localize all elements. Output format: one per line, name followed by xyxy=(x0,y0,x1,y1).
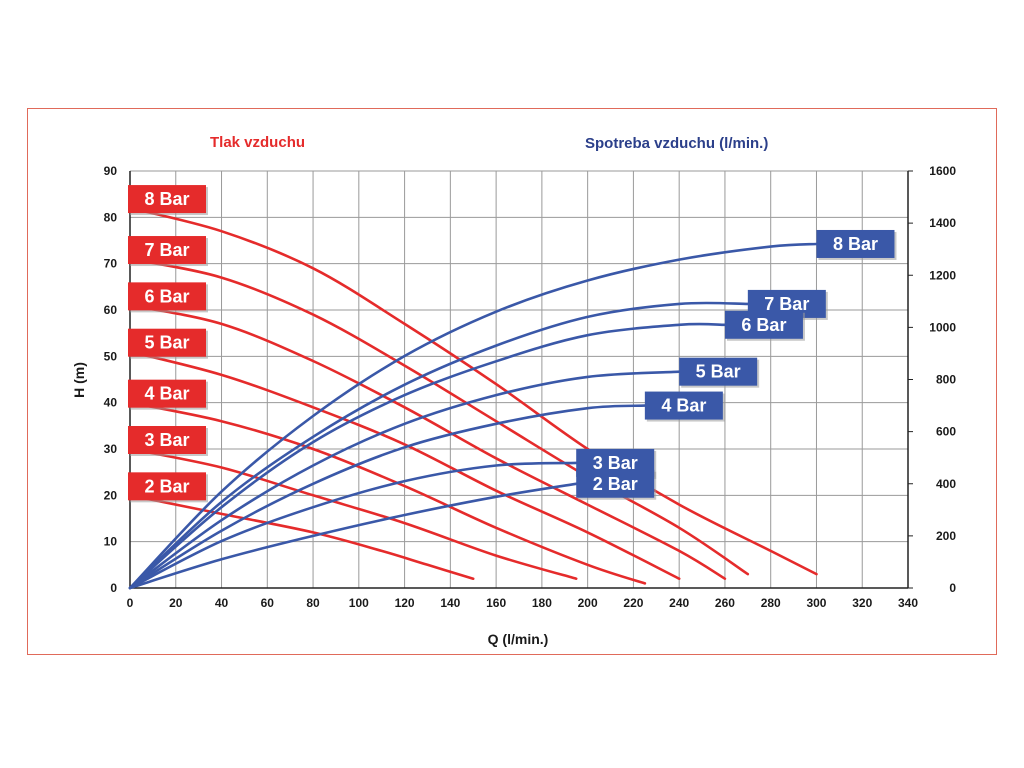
label-box xyxy=(128,185,206,214)
chart-frame xyxy=(27,108,997,655)
label-box xyxy=(724,310,803,339)
label-box xyxy=(128,236,206,265)
label-text: 3 Bar xyxy=(144,430,189,450)
air-consumption-curve xyxy=(128,404,647,590)
y-tick-label: 10 xyxy=(104,535,118,549)
pressure-curve xyxy=(128,447,578,580)
label-text: 2 Bar xyxy=(593,474,638,494)
y-tick-label: 90 xyxy=(104,164,118,178)
x-tick-label: 40 xyxy=(215,596,229,610)
label-text: 2 Bar xyxy=(144,476,189,496)
label-box xyxy=(644,391,723,420)
pressure-curve-label: 8 Bar xyxy=(128,185,208,216)
y2-tick-label: 400 xyxy=(936,477,956,491)
label-box xyxy=(576,469,655,498)
y-tick-label: 70 xyxy=(104,257,118,271)
x-tick-label: 280 xyxy=(761,596,781,610)
x-tick-label: 200 xyxy=(578,596,598,610)
pressure-curve xyxy=(128,206,818,576)
y-tick-label: 60 xyxy=(104,303,118,317)
pressure-curve-label: 3 Bar xyxy=(128,426,208,456)
x-tick-label: 240 xyxy=(669,596,689,610)
y2-tick-label: 1000 xyxy=(929,320,956,334)
y2-tick-label: 200 xyxy=(936,529,956,543)
label-box xyxy=(128,328,206,357)
y-tick-label: 80 xyxy=(104,210,118,224)
air-consumption-curve xyxy=(128,301,750,590)
label-text: 4 Bar xyxy=(661,396,706,416)
x-tick-label: 60 xyxy=(261,596,275,610)
label-text: 8 Bar xyxy=(144,189,189,209)
right-header: Spotreba vzduchu (l/min.) xyxy=(585,135,768,152)
label-text: 4 Bar xyxy=(144,384,189,404)
label-text: 7 Bar xyxy=(144,240,189,260)
pressure-curve-label: 4 Bar xyxy=(128,379,208,410)
y2-tick-label: 1600 xyxy=(929,164,956,178)
x-tick-label: 340 xyxy=(898,596,918,610)
pressure-curve-label: 5 Bar xyxy=(128,328,208,359)
label-text: 6 Bar xyxy=(144,286,189,306)
air-consumption-curve xyxy=(128,461,578,590)
pressure-curve xyxy=(128,304,727,580)
y2-tick-label: 600 xyxy=(936,425,956,439)
air-consumption-curve xyxy=(128,322,727,590)
label-box xyxy=(128,379,206,408)
y-tick-label: 30 xyxy=(104,442,118,456)
pressure-curve-label: 6 Bar xyxy=(128,282,208,313)
label-text: 5 Bar xyxy=(696,362,741,382)
y-tick-label: 20 xyxy=(104,488,118,502)
air-curve-label: 4 Bar xyxy=(644,391,725,422)
pressure-curve-label: 2 Bar xyxy=(128,472,208,503)
x-tick-label: 260 xyxy=(715,596,735,610)
label-box xyxy=(128,282,206,311)
air-consumption-curve xyxy=(128,370,681,590)
label-text: 5 Bar xyxy=(144,333,189,353)
x-tick-label: 320 xyxy=(852,596,872,610)
label-box xyxy=(128,426,206,454)
air-consumption-curve xyxy=(128,482,578,590)
x-tick-label: 80 xyxy=(306,596,320,610)
y-tick-label: 0 xyxy=(110,581,117,595)
y2-tick-label: 1200 xyxy=(929,268,956,282)
label-text: 8 Bar xyxy=(833,234,878,254)
x-tick-label: 140 xyxy=(440,596,460,610)
pressure-curve-label: 7 Bar xyxy=(128,236,208,267)
x-tick-label: 0 xyxy=(127,596,134,610)
x-axis-title: Q (l/min.) xyxy=(488,631,549,647)
x-tick-label: 160 xyxy=(486,596,506,610)
y-axis-title: H (m) xyxy=(71,362,87,398)
x-tick-label: 300 xyxy=(806,596,826,610)
x-axis-ticks: 0 20 40 60 80 100 120 140 160 180 200 220 240 260 280 3… xyxy=(127,596,919,610)
air-consumption-curves xyxy=(128,242,818,590)
x-tick-label: 220 xyxy=(623,596,643,610)
y-tick-label: 40 xyxy=(104,396,118,410)
x-tick-label: 100 xyxy=(349,596,369,610)
label-box xyxy=(816,229,895,258)
x-tick-label: 20 xyxy=(169,596,183,610)
y-axis-ticks: 0 10 20 30 40 50 60 70 80 90 xyxy=(104,164,118,595)
label-box xyxy=(679,357,758,386)
y2-axis-ticks: 0 200 400 600 800 1000 1200 1400 1600 xyxy=(908,164,956,595)
x-tick-label: 180 xyxy=(532,596,552,610)
y-tick-label: 50 xyxy=(104,349,118,363)
air-curve-label: 8 Bar xyxy=(816,229,897,260)
label-box xyxy=(128,472,206,501)
label-text: 6 Bar xyxy=(741,315,786,335)
label-text: 7 Bar xyxy=(764,294,809,314)
label-text: 3 Bar xyxy=(593,453,638,473)
x-tick-label: 120 xyxy=(395,596,415,610)
air-curve-label: 6 Bar xyxy=(724,310,805,341)
air-curve-label: 5 Bar xyxy=(679,357,760,388)
y2-tick-label: 800 xyxy=(936,373,956,387)
y2-tick-label: 1400 xyxy=(929,216,956,230)
pressure-curve xyxy=(128,401,647,585)
pressure-curve xyxy=(128,257,750,576)
air-consumption-curve xyxy=(128,242,818,590)
left-header: Tlak vzduchu xyxy=(210,134,305,151)
grid xyxy=(129,170,909,589)
y2-tick-label: 0 xyxy=(949,581,956,595)
air-curve-label: 2 Bar xyxy=(576,469,657,500)
